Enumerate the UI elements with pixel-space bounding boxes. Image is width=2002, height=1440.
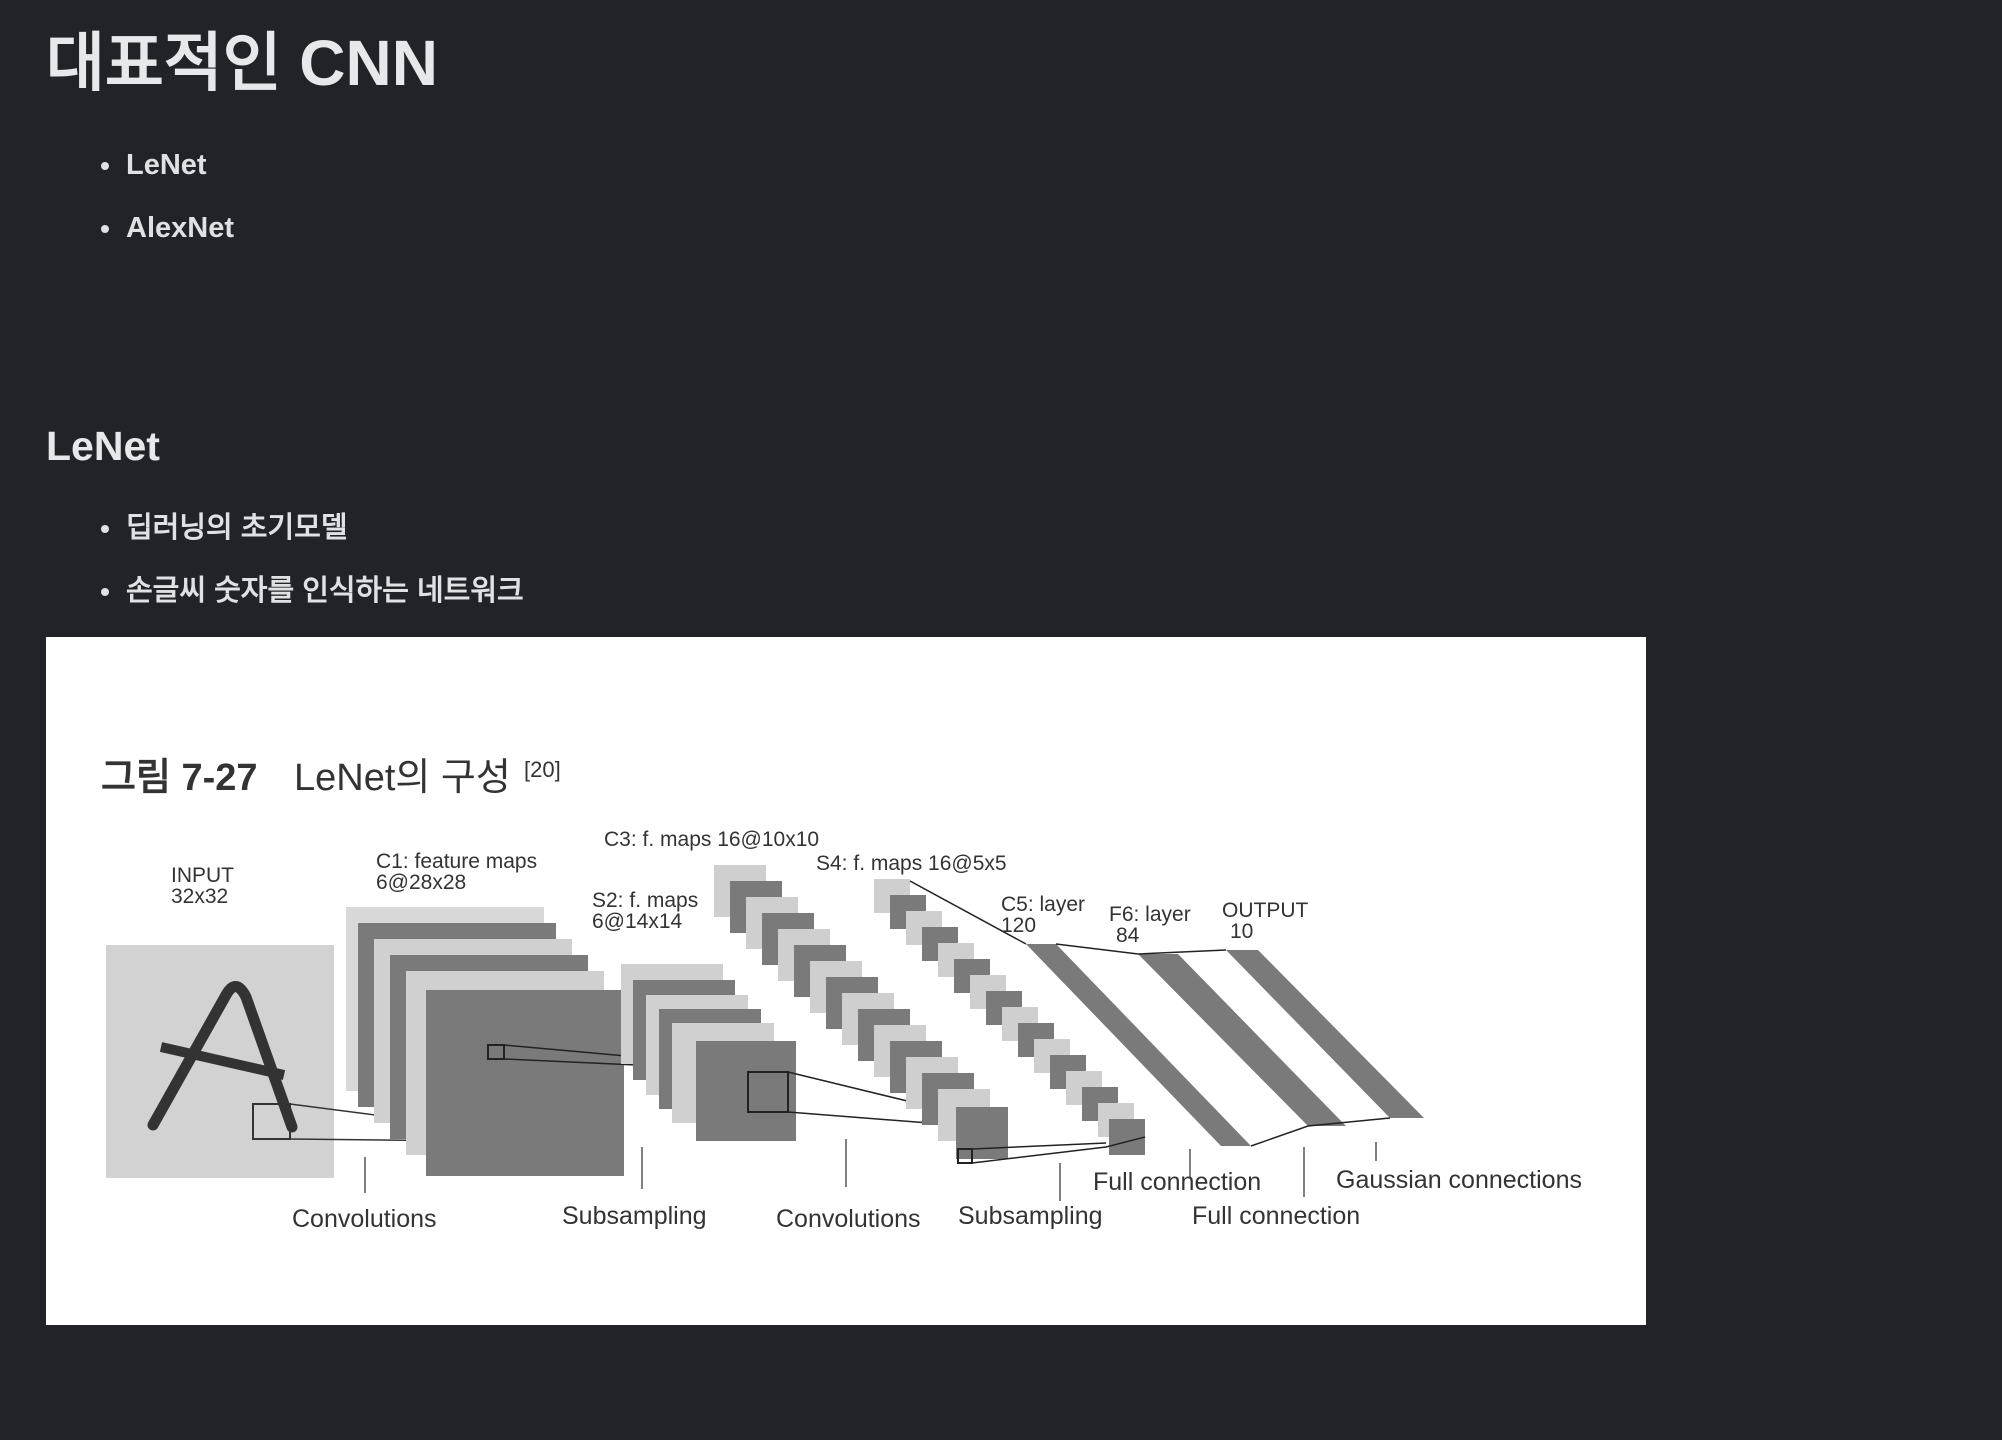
toc-list: LeNet AlexNet — [0, 147, 234, 273]
s4-to-c5-line — [909, 880, 1027, 945]
output-size-label: 10 — [1230, 920, 1253, 943]
f6-size-label: 84 — [1116, 924, 1140, 947]
section-bullet-list: 딥러닝의 초기모델 손글씨 숫자를 인식하는 네트워크 — [0, 510, 524, 636]
f6-layer — [1138, 954, 1346, 1126]
f6-label: F6: layer — [1109, 903, 1191, 926]
input-glyph — [147, 981, 298, 1133]
c1-label: C1: feature maps — [376, 850, 537, 873]
output-label: OUTPUT — [1222, 899, 1309, 922]
op-full1-label: Full connection — [1093, 1168, 1261, 1196]
op-full2-label: Full connection — [1192, 1202, 1360, 1230]
s2-receptive-field — [747, 1071, 789, 1113]
connection-lines — [1055, 943, 1227, 955]
input-label: INPUT — [171, 864, 234, 887]
c3-receptive-field — [957, 1148, 973, 1164]
c3-label: C3: f. maps 16@10x10 — [604, 828, 819, 851]
s2-feature-maps — [621, 964, 796, 1141]
s2-label: S2: f. maps — [592, 889, 698, 912]
c1-receptive-field — [487, 1044, 505, 1060]
op-conv2-label: Convolutions — [776, 1205, 921, 1233]
conv4-line — [971, 1146, 1107, 1164]
section-heading: LeNet — [46, 423, 160, 469]
c5-layer — [1026, 944, 1251, 1146]
c5-size-label: 120 — [1001, 914, 1036, 937]
input-receptive-field — [252, 1103, 291, 1140]
lenet-figure: 그림 7-27 LeNet의 구성 [20] INPUT 32x32 C1: f… — [46, 637, 1646, 1325]
bullet-item: 손글씨 숫자를 인식하는 네트워크 — [0, 573, 524, 636]
op-gauss-label: Gaussian connections — [1336, 1166, 1582, 1194]
toc-item-alexnet: AlexNet — [0, 210, 234, 273]
c3-feature-maps — [714, 865, 1008, 1159]
s2-size-label: 6@14x14 — [592, 910, 683, 933]
toc-item-lenet: LeNet — [0, 147, 234, 210]
c5-label: C5: layer — [1001, 893, 1085, 916]
s4-feature-maps — [874, 879, 1145, 1155]
op-conv1-label: Convolutions — [292, 1205, 437, 1233]
c1-size-label: 6@28x28 — [376, 871, 466, 894]
figure-caption-title: LeNet의 구성 — [294, 757, 511, 799]
lenet-diagram: 그림 7-27 LeNet의 구성 [20] INPUT 32x32 C1: f… — [101, 757, 1582, 1233]
s4-to-c5-line — [1105, 1136, 1146, 1148]
bullet-item: 딥러닝의 초기모델 — [0, 510, 524, 573]
output-layer — [1226, 950, 1424, 1118]
input-glyph-stroke — [159, 1042, 286, 1080]
op-sub2-label: Subsampling — [958, 1202, 1103, 1230]
conv4-line — [971, 1142, 1107, 1150]
connection-lines — [1250, 1117, 1391, 1147]
figure-caption-number: 그림 7-27 — [101, 757, 258, 799]
s4-label: S4: f. maps 16@5x5 — [816, 852, 1007, 875]
c1-feature-maps — [346, 907, 624, 1176]
page-title: 대표적인 CNN — [46, 27, 438, 99]
figure-caption-ref: [20] — [524, 757, 561, 782]
input-size-label: 32x32 — [171, 885, 228, 908]
op-sub1-label: Subsampling — [562, 1202, 707, 1230]
